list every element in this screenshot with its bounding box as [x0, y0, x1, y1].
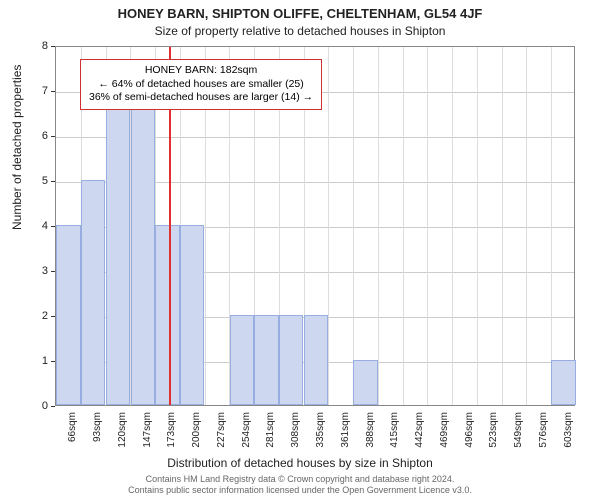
xtick-label: 523sqm — [488, 412, 499, 456]
histogram-bar — [551, 360, 575, 405]
gridline-v — [526, 47, 527, 405]
ytick-label: 4 — [42, 220, 48, 232]
gridline-v — [502, 47, 503, 405]
x-axis-label: Distribution of detached houses by size … — [0, 456, 600, 470]
chart-container: HONEY BARN, SHIPTON OLIFFE, CHELTENHAM, … — [0, 0, 600, 500]
xtick-label: 576sqm — [538, 412, 549, 456]
annotation-line3: 36% of semi-detached houses are larger (… — [89, 91, 313, 105]
gridline-v — [328, 47, 329, 405]
xtick-label: 442sqm — [414, 412, 425, 456]
xtick-label: 254sqm — [241, 412, 252, 456]
histogram-bar — [230, 315, 254, 405]
ytick-mark — [51, 181, 55, 182]
xtick-label: 388sqm — [365, 412, 376, 456]
xtick-label: 227sqm — [216, 412, 227, 456]
xtick-label: 335sqm — [315, 412, 326, 456]
annotation-box: HONEY BARN: 182sqm ← 64% of detached hou… — [80, 59, 322, 110]
histogram-bar — [56, 225, 80, 405]
ytick-mark — [51, 406, 55, 407]
xtick-label: 496sqm — [464, 412, 475, 456]
gridline-v — [378, 47, 379, 405]
ytick-mark — [51, 46, 55, 47]
annotation-line1: HONEY BARN: 182sqm — [89, 64, 313, 78]
xtick-label: 173sqm — [166, 412, 177, 456]
annotation-line2: ← 64% of detached houses are smaller (25… — [89, 78, 313, 92]
gridline-v — [353, 47, 354, 405]
ytick-mark — [51, 226, 55, 227]
xtick-label: 415sqm — [389, 412, 400, 456]
ytick-label: 5 — [42, 175, 48, 187]
histogram-bar — [254, 315, 278, 405]
gridline-v — [403, 47, 404, 405]
y-axis-label: Number of detached properties — [10, 65, 24, 230]
plot-area: HONEY BARN: 182sqm ← 64% of detached hou… — [55, 46, 575, 406]
xtick-label: 66sqm — [67, 412, 78, 456]
ytick-label: 6 — [42, 130, 48, 142]
histogram-bar — [106, 90, 130, 405]
histogram-bar — [81, 180, 105, 405]
xtick-label: 200sqm — [191, 412, 202, 456]
gridline-v — [477, 47, 478, 405]
chart-subtitle: Size of property relative to detached ho… — [0, 24, 600, 38]
histogram-bar — [279, 315, 303, 405]
gridline-v — [452, 47, 453, 405]
histogram-bar — [131, 90, 155, 405]
histogram-bar — [304, 315, 328, 405]
ytick-mark — [51, 361, 55, 362]
ytick-label: 3 — [42, 265, 48, 277]
ytick-mark — [51, 316, 55, 317]
ytick-label: 1 — [42, 355, 48, 367]
xtick-label: 603sqm — [563, 412, 574, 456]
xtick-label: 549sqm — [513, 412, 524, 456]
histogram-bar — [155, 225, 179, 405]
ytick-label: 2 — [42, 310, 48, 322]
gridline-v — [427, 47, 428, 405]
xtick-label: 147sqm — [142, 412, 153, 456]
ytick-mark — [51, 271, 55, 272]
histogram-bar — [180, 225, 204, 405]
xtick-label: 120sqm — [117, 412, 128, 456]
xtick-label: 361sqm — [340, 412, 351, 456]
ytick-mark — [51, 136, 55, 137]
xtick-label: 469sqm — [439, 412, 450, 456]
histogram-bar — [353, 360, 377, 405]
xtick-label: 93sqm — [92, 412, 103, 456]
footer-text: Contains HM Land Registry data © Crown c… — [0, 474, 600, 496]
gridline-v — [551, 47, 552, 405]
ytick-label: 0 — [42, 400, 48, 412]
ytick-mark — [51, 91, 55, 92]
xtick-label: 308sqm — [290, 412, 301, 456]
xtick-label: 281sqm — [265, 412, 276, 456]
ytick-label: 8 — [42, 40, 48, 52]
chart-title: HONEY BARN, SHIPTON OLIFFE, CHELTENHAM, … — [0, 6, 600, 21]
ytick-label: 7 — [42, 85, 48, 97]
